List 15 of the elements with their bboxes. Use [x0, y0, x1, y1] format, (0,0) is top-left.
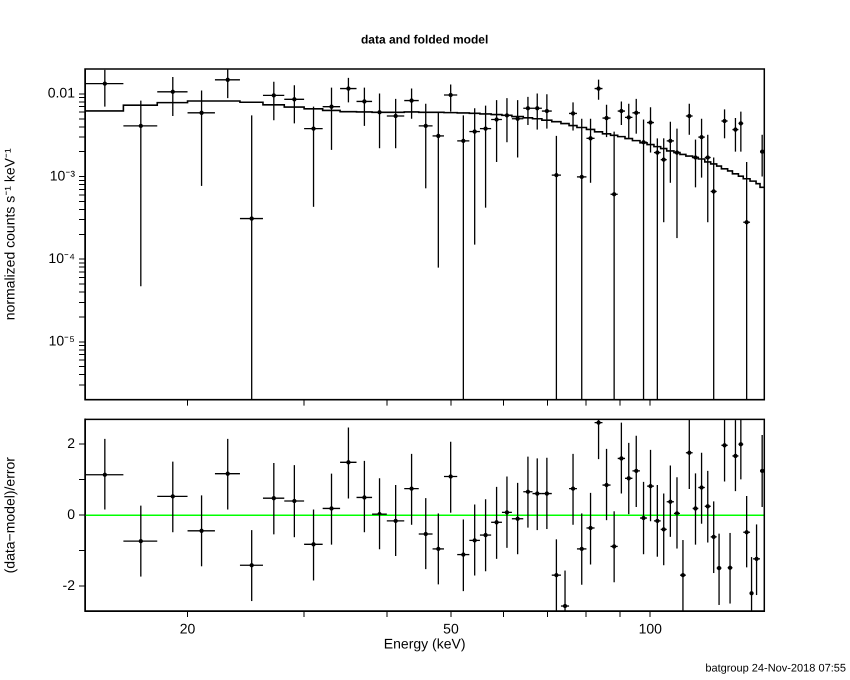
y-tick-label: 10⁻³ [50, 167, 76, 184]
y-tick-label: 0 [67, 506, 76, 522]
x-tick-label: 50 [443, 620, 459, 636]
y-tick-label: 2 [67, 435, 76, 452]
x-tick-label: 20 [180, 620, 196, 636]
y-axis-title: (data−model)/error [1, 456, 18, 574]
y-axis-title: normalized counts s⁻¹ keV⁻¹ [1, 148, 18, 320]
chart-title: data and folded model [360, 32, 488, 46]
y-tick-label: 10⁻⁴ [48, 250, 75, 266]
x-axis-title: Energy (keV) [384, 635, 466, 652]
y-tick-label: -2 [62, 577, 76, 594]
y-tick-label: 10⁻⁵ [48, 332, 75, 349]
y-tick-label: 0.01 [48, 84, 76, 101]
x-tick-label: 100 [638, 620, 662, 636]
text: batgroup 24-Nov-2018 07:55 [705, 662, 846, 675]
